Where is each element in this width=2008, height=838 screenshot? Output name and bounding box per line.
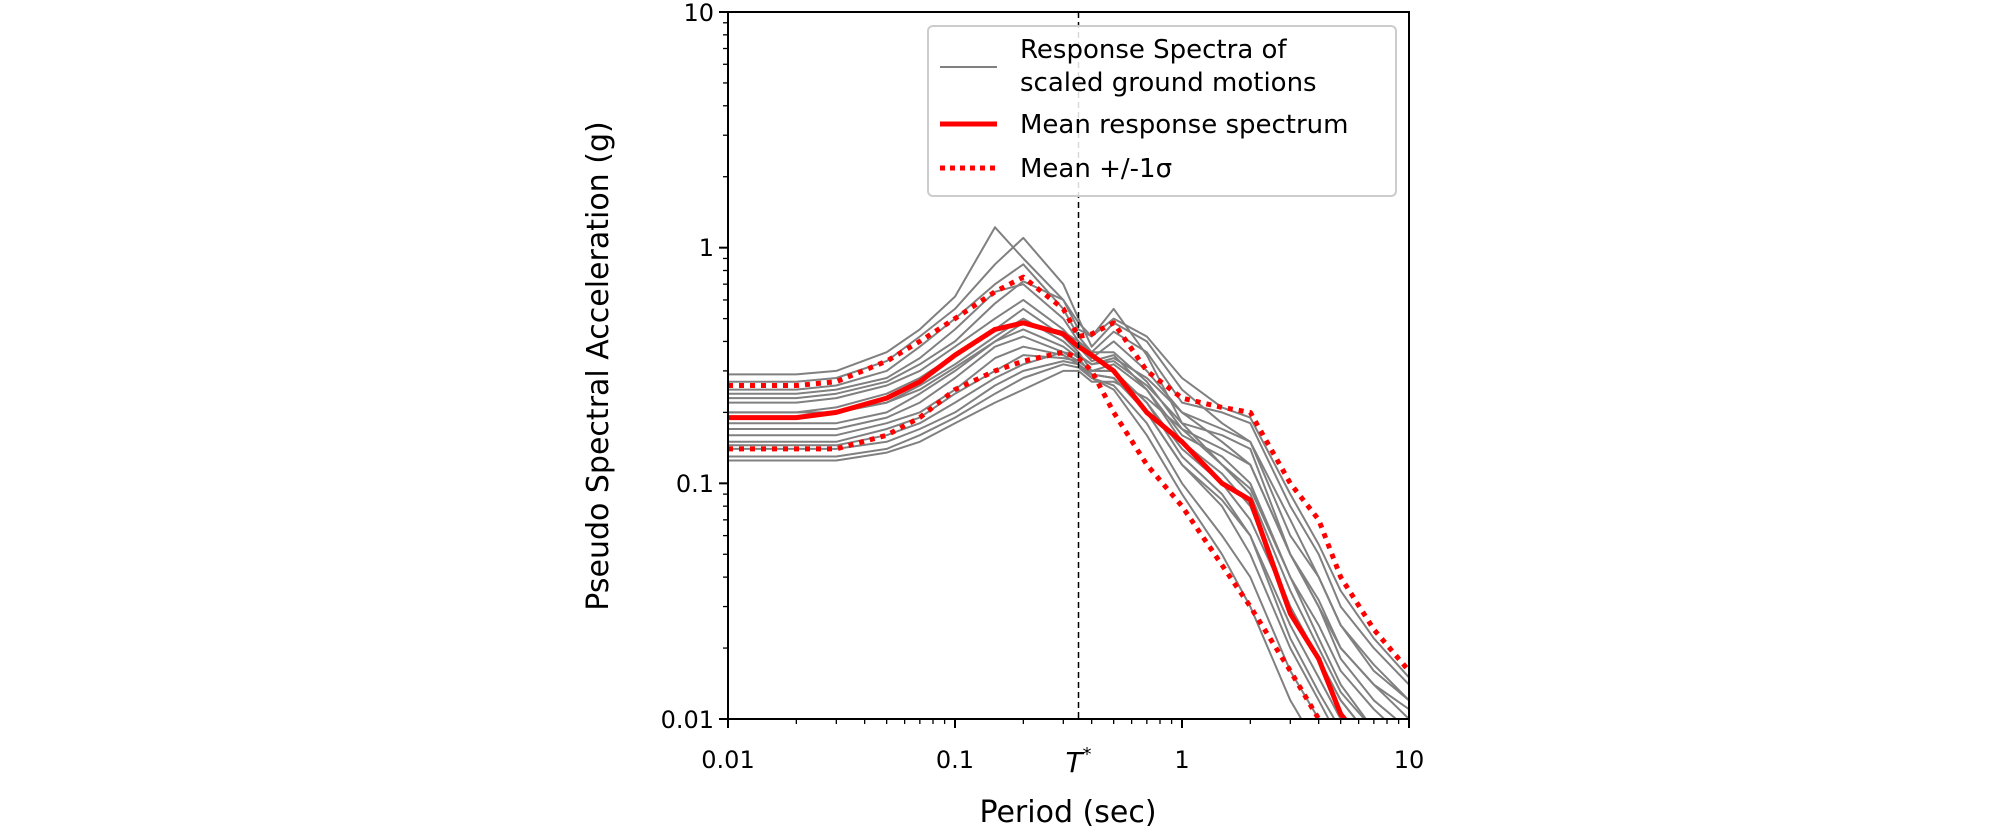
legend-label-1-line1: Response Spectra of	[1020, 35, 1287, 65]
x-tick-label-1: 0.1	[936, 746, 974, 774]
mean-plus-sigma-line	[728, 274, 1409, 673]
y-tick-label-3: 10	[683, 0, 714, 27]
plot-frame	[727, 11, 1410, 720]
y-axis-ticks	[719, 11, 728, 720]
ground-motion-line-14	[728, 363, 1303, 719]
x-tick-label-0: 0.01	[701, 746, 754, 774]
y-tick-label-0: 0.01	[661, 706, 714, 734]
legend-label-3: Mean +/-1σ	[1020, 154, 1172, 184]
x-tick-label-3: 10	[1394, 746, 1425, 774]
ground-motion-line-15	[728, 369, 1409, 719]
t-star-symbol: T	[1065, 746, 1084, 779]
t-star-tick-label: T*	[1065, 744, 1091, 779]
x-tick-label-2: 1	[1174, 746, 1189, 774]
ground-motion-line-13	[728, 360, 1336, 719]
ground-motion-line-12	[728, 351, 1409, 702]
legend-label-1-line2: scaled ground motions	[1020, 68, 1317, 98]
legend: Response Spectra of scaled ground motion…	[927, 25, 1397, 197]
y-tick-label-2: 1	[699, 234, 714, 262]
y-axis-label: Pseudo Spectral Acceleration (g)	[581, 121, 616, 610]
mean-response-line	[728, 320, 1348, 719]
x-axis-label: Period (sec)	[979, 795, 1156, 830]
x-axis-ticks	[727, 719, 1410, 728]
legend-box	[927, 25, 1397, 197]
y-tick-label-1: 0.1	[676, 470, 714, 498]
t-star-superscript: *	[1083, 744, 1092, 765]
legend-label-2: Mean response spectrum	[1020, 110, 1349, 140]
mean-spectra-group	[728, 274, 1409, 719]
